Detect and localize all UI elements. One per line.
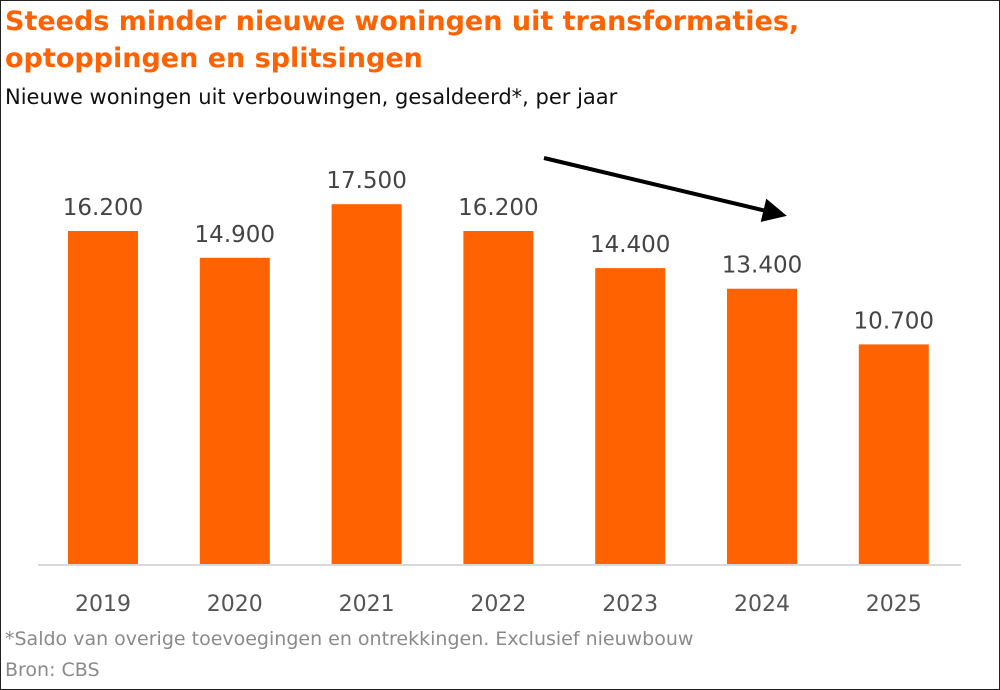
bar-2019 [68,231,138,565]
chart-subtitle: Nieuwe woningen uit verbouwingen, gesald… [5,85,618,109]
x-tick-label-2022: 2022 [470,592,526,617]
bar-2023 [595,268,666,565]
x-tick-label-2025: 2025 [866,592,922,617]
bar-2021 [331,204,402,566]
value-label-2023: 14.400 [590,232,670,258]
chart-title: Steeds minder nieuwe woningen uit transf… [5,6,800,74]
bar-2025 [858,344,929,565]
bar-2020 [199,257,270,565]
value-label-2024: 13.400 [722,253,802,279]
trend-arrow [543,156,787,222]
value-label-2022: 16.200 [458,195,538,221]
x-tick-label-2023: 2023 [602,592,658,617]
x-tick-label-2021: 2021 [339,592,395,617]
value-label-2019: 16.200 [63,195,143,221]
footnote: *Saldo van overige toevoegingen en ontre… [5,628,694,650]
source-note: Bron: CBS [5,659,100,681]
x-tick-label-2020: 2020 [207,592,263,617]
value-label-2021: 17.500 [326,168,406,194]
bar-2022 [463,231,534,565]
x-tick-label-2019: 2019 [75,592,131,617]
x-tick-label-2024: 2024 [734,592,790,617]
bar-chart: 16.200 2019 14.900 2020 17.500 2021 16.200 2022… [38,156,961,617]
value-label-2020: 14.900 [195,222,275,248]
bar-2024 [727,288,797,565]
value-label-2025: 10.700 [854,308,934,334]
